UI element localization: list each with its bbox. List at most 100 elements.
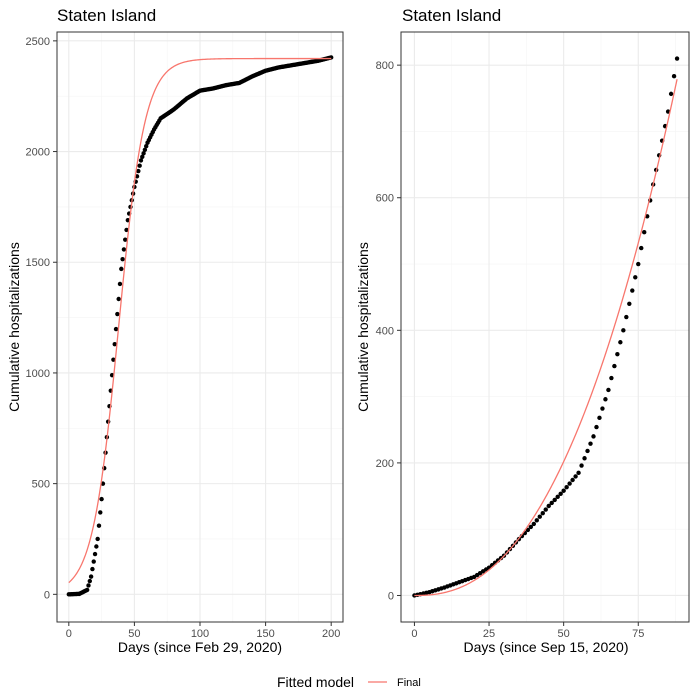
data-point xyxy=(94,544,99,549)
data-point xyxy=(525,527,531,533)
x-axis-label: Days (since Sep 15, 2020) xyxy=(464,639,629,655)
data-point xyxy=(585,448,590,454)
data-point xyxy=(90,566,95,572)
data-point xyxy=(671,73,677,79)
data-point xyxy=(630,288,635,293)
y-axis-label: Cumulative hospitalizations xyxy=(6,242,22,412)
data-point xyxy=(561,488,566,493)
fitted-line xyxy=(68,57,332,584)
y-tick-label: 1000 xyxy=(26,368,50,380)
data-point xyxy=(528,524,534,530)
data-point xyxy=(140,154,145,160)
data-point xyxy=(137,163,142,168)
data-point xyxy=(633,275,638,280)
data-point xyxy=(618,340,623,345)
data-point xyxy=(606,387,611,393)
data-point xyxy=(88,574,94,579)
data-point xyxy=(86,583,91,588)
x-tick-label: 0 xyxy=(411,628,417,640)
x-tick-label: 75 xyxy=(632,628,644,640)
data-point xyxy=(552,497,557,503)
y-tick-label: 400 xyxy=(376,325,394,337)
data-point xyxy=(124,227,129,233)
data-point xyxy=(119,266,124,272)
data-point xyxy=(138,158,144,163)
x-tick-label: 200 xyxy=(322,628,340,640)
data-point xyxy=(113,326,119,332)
data-point xyxy=(636,261,641,267)
data-point xyxy=(674,56,680,61)
x-tick-label: 50 xyxy=(128,628,140,640)
data-point xyxy=(123,237,128,242)
x-tick-label: 0 xyxy=(66,628,72,640)
data-point xyxy=(642,230,647,235)
data-point xyxy=(116,296,121,302)
data-point xyxy=(576,470,581,476)
chart-panel-right: 0 25 50 75 0 200 400 600 800 xyxy=(376,31,690,640)
x-axis-label: Days (since Feb 29, 2020) xyxy=(118,639,282,655)
panel-border xyxy=(56,31,344,623)
fitted-line xyxy=(414,79,678,597)
data-point xyxy=(546,503,551,509)
data-point xyxy=(621,328,626,333)
data-point xyxy=(87,578,92,584)
data-point xyxy=(609,375,614,381)
legend-title: Fitted model xyxy=(277,674,354,690)
data-point xyxy=(98,510,103,515)
data-point xyxy=(582,456,587,461)
data-point xyxy=(624,314,629,320)
data-point xyxy=(99,496,104,502)
y-tick-label: 200 xyxy=(376,458,394,470)
data-point xyxy=(117,281,123,287)
data-point xyxy=(96,523,102,528)
data-point xyxy=(92,551,98,557)
data-point xyxy=(555,494,560,500)
data-point xyxy=(612,363,617,369)
data-point xyxy=(615,351,620,357)
data-point xyxy=(588,441,593,446)
legend-entry: Final xyxy=(397,677,421,689)
data-point xyxy=(564,484,569,490)
data-point xyxy=(136,168,141,174)
data-point xyxy=(597,415,602,421)
panel-border xyxy=(400,31,690,623)
data-point xyxy=(112,341,117,347)
data-point xyxy=(121,247,127,252)
data-point xyxy=(120,256,125,262)
data-point xyxy=(115,311,120,317)
data-point xyxy=(111,357,116,362)
data-point xyxy=(668,91,674,97)
y-tick-label: 0 xyxy=(388,590,394,602)
data-point xyxy=(142,147,148,152)
chart-title: Staten Island xyxy=(57,6,156,25)
y-tick-label: 800 xyxy=(376,60,394,72)
y-axis-label: Cumulative hospitalizations xyxy=(355,242,371,412)
y-tick-label: 2500 xyxy=(26,36,50,48)
data-point xyxy=(141,151,146,156)
x-tick-label: 100 xyxy=(191,628,209,640)
data-point xyxy=(91,559,96,564)
y-tick-label: 1500 xyxy=(26,257,50,269)
data-point xyxy=(567,481,572,486)
y-tick-label: 600 xyxy=(376,193,394,205)
legend: Fitted model Final xyxy=(277,674,421,690)
plot-background xyxy=(401,32,689,622)
y-tick-label: 500 xyxy=(32,479,50,491)
data-point xyxy=(591,434,596,439)
data-point xyxy=(84,587,90,593)
data-point xyxy=(537,514,542,519)
data-point xyxy=(531,521,537,527)
data-point xyxy=(600,406,605,411)
data-point xyxy=(627,301,632,306)
data-point xyxy=(543,507,548,512)
data-point xyxy=(603,397,608,402)
data-point xyxy=(534,518,539,523)
y-tick-label: 2000 xyxy=(26,147,50,159)
data-point xyxy=(540,510,545,516)
y-tick-label: 0 xyxy=(44,589,50,601)
data-point xyxy=(579,463,584,468)
x-tick-label: 25 xyxy=(483,628,495,640)
data-point xyxy=(95,536,100,542)
data-point xyxy=(573,474,578,479)
